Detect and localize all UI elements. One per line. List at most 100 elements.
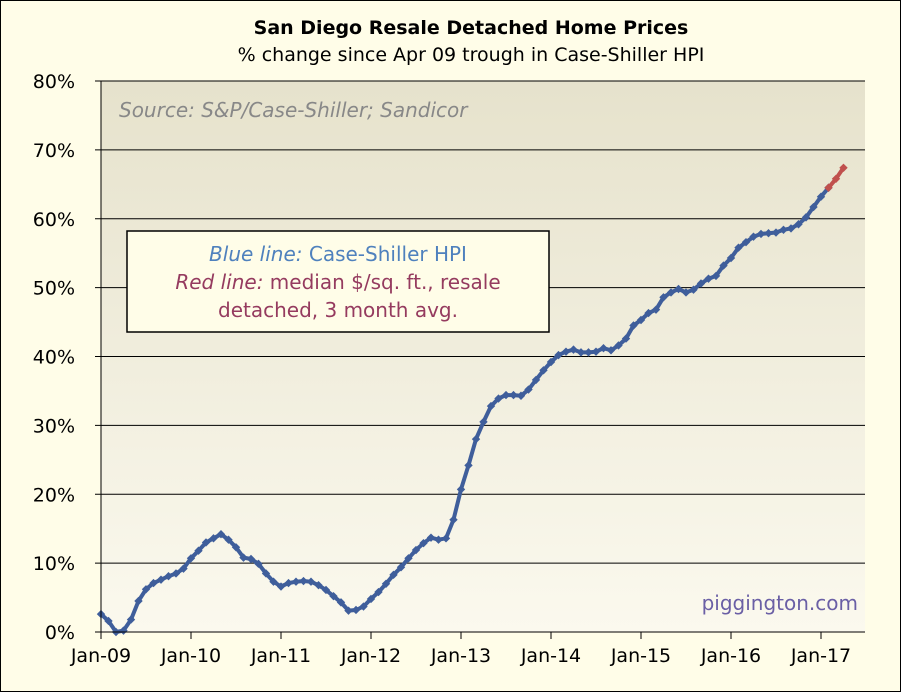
data-point-case-shiller xyxy=(381,579,391,588)
data-point-case-shiller xyxy=(809,202,818,212)
x-axis-ticks: Jan-09 Jan-10 Jan-11 Jan-12 Jan-13 Jan-14 Jan-… xyxy=(70,632,851,667)
data-point-case-shiller xyxy=(396,563,406,572)
data-point-case-shiller xyxy=(659,293,668,302)
data-point-case-shiller xyxy=(201,538,211,547)
data-point-case-shiller xyxy=(231,543,241,552)
data-point-median-psf xyxy=(831,174,841,184)
y-tick-label: 60% xyxy=(33,209,75,231)
data-point-case-shiller xyxy=(171,569,181,578)
data-point-case-shiller xyxy=(599,344,608,353)
legend-line-3: detached, 3 month avg. xyxy=(218,298,458,322)
data-point-case-shiller xyxy=(261,569,271,578)
data-point-case-shiller xyxy=(756,229,766,239)
data-point-case-shiller xyxy=(689,285,698,294)
data-point-case-shiller xyxy=(104,616,113,626)
data-point-case-shiller xyxy=(119,626,128,635)
legend-red-label: Red line: xyxy=(175,270,263,294)
y-tick-label: 80% xyxy=(33,71,75,93)
data-point-case-shiller xyxy=(224,535,233,544)
data-point-case-shiller xyxy=(591,347,601,356)
x-tick-label: Jan-12 xyxy=(340,645,401,667)
data-point-case-shiller xyxy=(486,401,496,411)
data-point-case-shiller xyxy=(741,237,751,247)
data-point-case-shiller xyxy=(464,461,473,470)
data-point-case-shiller xyxy=(749,232,758,241)
data-point-case-shiller xyxy=(711,271,721,281)
data-point-case-shiller xyxy=(164,572,173,581)
data-point-median-psf xyxy=(824,183,833,192)
source-note: Source: S&P/Case-Shiller; Sandicor xyxy=(119,98,469,122)
data-point-case-shiller xyxy=(779,225,788,234)
data-point-case-shiller xyxy=(321,585,331,595)
data-point-case-shiller xyxy=(344,606,353,615)
data-point-case-shiller xyxy=(524,385,533,394)
legend-line-1: Blue line: Case-Shiller HPI xyxy=(209,242,467,266)
data-point-case-shiller xyxy=(374,587,383,597)
data-point-case-shiller xyxy=(584,348,593,357)
data-point-case-shiller xyxy=(186,554,196,563)
data-point-case-shiller xyxy=(554,350,563,360)
x-tick-label: Jan-17 xyxy=(790,645,851,667)
data-point-case-shiller xyxy=(216,529,226,539)
x-tick-label: Jan-09 xyxy=(70,645,131,667)
data-point-case-shiller xyxy=(456,485,466,494)
data-point-case-shiller xyxy=(681,288,691,297)
data-point-case-shiller xyxy=(389,570,398,580)
data-point-case-shiller xyxy=(531,375,541,385)
data-point-case-shiller xyxy=(816,192,826,201)
legend-box: Blue line: Case-Shiller HPI Red line: me… xyxy=(126,230,550,333)
data-point-case-shiller xyxy=(351,605,361,615)
data-point-case-shiller xyxy=(516,391,526,400)
data-point-case-shiller xyxy=(314,580,323,590)
legend-line-2: Red line: median $/sq. ft., resale xyxy=(175,270,500,294)
data-point-case-shiller xyxy=(494,394,503,403)
data-point-case-shiller xyxy=(636,315,646,325)
data-point-case-shiller xyxy=(306,577,316,586)
legend-red-text: median $/sq. ft., resale xyxy=(270,270,501,294)
data-point-case-shiller xyxy=(269,577,278,586)
x-tick-label: Jan-11 xyxy=(250,645,311,667)
data-point-case-shiller xyxy=(719,261,728,270)
watermark: piggington.com xyxy=(702,591,858,615)
data-point-case-shiller xyxy=(194,546,203,555)
data-point-case-shiller xyxy=(246,554,256,564)
data-point-case-shiller xyxy=(651,305,661,314)
x-tick-label: Jan-10 xyxy=(160,645,221,667)
data-point-case-shiller xyxy=(786,224,796,233)
data-point-case-shiller xyxy=(561,347,571,356)
data-point-case-shiller xyxy=(426,533,436,542)
data-point-case-shiller xyxy=(156,575,166,584)
chart-subtitle: % change since Apr 09 trough in Case-Shi… xyxy=(238,44,705,66)
data-point-case-shiller xyxy=(621,334,631,343)
data-point-case-shiller xyxy=(284,578,293,588)
y-tick-label: 10% xyxy=(33,553,75,575)
data-point-case-shiller xyxy=(434,535,443,544)
y-tick-label: 0% xyxy=(45,622,75,644)
data-point-case-shiller xyxy=(606,346,616,355)
data-point-case-shiller xyxy=(471,434,481,444)
data-point-case-shiller xyxy=(764,229,773,238)
data-point-case-shiller xyxy=(449,515,458,524)
legend-blue-label: Blue line: xyxy=(209,242,302,266)
data-point-case-shiller xyxy=(501,390,511,400)
data-point-case-shiller xyxy=(366,594,376,604)
data-point-case-shiller xyxy=(546,357,556,367)
data-point-case-shiller xyxy=(479,417,488,427)
data-point-case-shiller xyxy=(629,321,638,330)
data-point-case-shiller xyxy=(239,553,248,562)
data-point-case-shiller xyxy=(134,596,143,606)
chart-title: San Diego Resale Detached Home Prices xyxy=(254,17,689,39)
data-point-case-shiller xyxy=(614,341,623,350)
data-point-case-shiller xyxy=(569,345,578,354)
data-point-case-shiller xyxy=(539,366,548,375)
data-point-case-shiller xyxy=(704,274,713,283)
data-point-case-shiller xyxy=(276,582,286,591)
y-tick-label: 30% xyxy=(33,415,75,437)
data-point-case-shiller xyxy=(734,243,743,252)
legend-blue-text: Case-Shiller HPI xyxy=(309,242,467,266)
data-point-case-shiller xyxy=(441,534,451,543)
y-tick-label: 40% xyxy=(33,347,75,369)
series-group xyxy=(96,163,848,637)
